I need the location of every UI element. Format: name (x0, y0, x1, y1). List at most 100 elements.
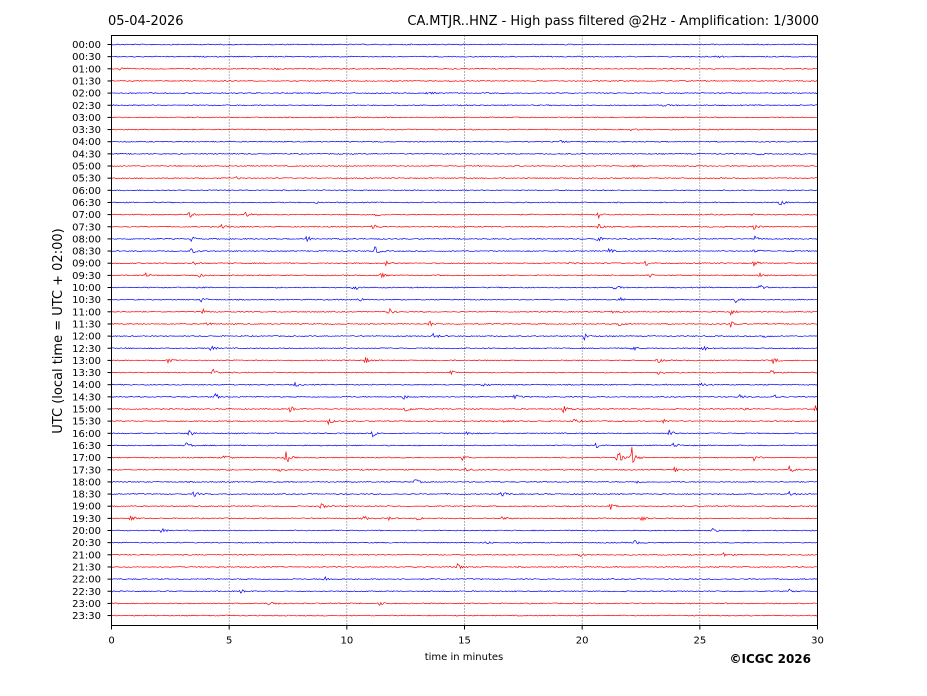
y-tick-label: 06:30 (72, 198, 101, 209)
trace-1700 (111, 447, 818, 464)
trace-0400 (111, 140, 818, 144)
trace-1930 (111, 515, 818, 522)
trace-1430 (111, 393, 818, 400)
y-tick-label: 18:30 (72, 490, 101, 501)
y-tick-label: 19:00 (72, 502, 101, 513)
x-axis-label: time in minutes (425, 652, 504, 663)
trace-0600 (111, 189, 818, 192)
trace-1830 (111, 490, 818, 497)
y-tick-label: 04:00 (72, 137, 101, 148)
x-tick-label: 25 (693, 636, 706, 647)
x-tick-label: 10 (340, 636, 353, 647)
y-tick-label: 13:00 (72, 356, 101, 367)
y-tick-label: 01:30 (72, 76, 101, 87)
copyright-text: ©ICGC 2026 (729, 652, 811, 666)
trace-0000 (111, 43, 818, 46)
y-tick-label: 21:30 (72, 562, 101, 573)
x-tick-label: 15 (458, 636, 471, 647)
y-tick-label: 00:00 (72, 40, 101, 51)
y-tick-label: 06:00 (72, 186, 101, 197)
x-tick-label: 0 (108, 636, 114, 647)
trace-1100 (111, 307, 818, 317)
y-tick-label: 22:30 (72, 587, 101, 598)
trace-1600 (111, 429, 818, 438)
trace-0100 (111, 67, 818, 71)
trace-0030 (111, 55, 818, 59)
y-tick-label: 08:30 (72, 247, 101, 258)
trace-1130 (111, 320, 818, 328)
trace-1000 (111, 284, 818, 290)
y-tick-label: 20:30 (72, 538, 101, 549)
trace-0230 (111, 104, 818, 107)
y-tick-label: 13:30 (72, 368, 101, 379)
plot-frame (111, 35, 818, 626)
y-tick-label: 16:00 (72, 429, 101, 440)
trace-1630 (111, 442, 818, 449)
y-tick-label: 07:00 (72, 210, 101, 221)
y-tick-label: 20:00 (72, 526, 101, 537)
trace-0900 (111, 260, 818, 267)
vertical-gridlines (228, 35, 701, 626)
trace-1230 (111, 345, 818, 352)
trace-0130 (111, 79, 818, 82)
trace-0830 (111, 246, 818, 254)
x-tick-label: 5 (226, 636, 232, 647)
trace-0930 (111, 271, 818, 279)
y-tick-label: 05:30 (72, 174, 101, 185)
y-tick-label: 04:30 (72, 149, 101, 160)
y-tick-label: 14:30 (72, 392, 101, 403)
y-tick-label: 08:00 (72, 234, 101, 245)
y-tick-label: 09:00 (72, 259, 101, 270)
x-axis: 0 5 10 15 20 25 30 (108, 625, 824, 647)
chart-title: CA.MTJR..HNZ - High pass filtered @2Hz -… (407, 14, 819, 29)
y-tick-label: 21:00 (72, 550, 101, 561)
x-tick-label: 20 (576, 636, 589, 647)
y-tick-label: 03:00 (72, 113, 101, 124)
y-tick-label: 15:30 (72, 417, 101, 428)
trace-2030 (111, 540, 818, 545)
y-tick-label: 23:30 (72, 611, 101, 622)
trace-1400 (111, 381, 818, 387)
y-tick-label: 12:30 (72, 344, 101, 355)
trace-0500 (111, 164, 818, 168)
y-tick-label: 11:00 (72, 307, 101, 318)
trace-0700 (111, 211, 818, 220)
y-tick-label: 10:30 (72, 295, 101, 306)
chart-date: 05-04-2026 (108, 14, 184, 29)
trace-2200 (111, 576, 818, 581)
trace-0530 (111, 176, 818, 180)
trace-2230 (111, 588, 818, 594)
trace-0200 (111, 91, 818, 95)
y-tick-label: 23:00 (72, 599, 101, 610)
y-tick-label: 10:00 (72, 283, 101, 294)
trace-0430 (111, 152, 818, 156)
trace-0330 (111, 128, 818, 132)
y-tick-label: 12:00 (72, 332, 101, 343)
trace-1730 (111, 464, 818, 473)
trace-1900 (111, 503, 818, 510)
y-tick-label: 22:00 (72, 575, 101, 586)
y-tick-label: 05:00 (72, 162, 101, 173)
y-tick-label: 14:00 (72, 380, 101, 391)
trace-0800 (111, 235, 818, 243)
y-tick-label: 07:30 (72, 222, 101, 233)
y-axis-label: UTC (local time = UTC + 02:00) (51, 228, 66, 433)
y-tick-label: 15:00 (72, 405, 101, 416)
y-tick-label: 09:30 (72, 271, 101, 282)
y-tick-label: 17:30 (72, 465, 101, 476)
trace-0630 (111, 200, 818, 206)
trace-0730 (111, 223, 818, 231)
y-tick-label: 11:30 (72, 319, 101, 330)
trace-2000 (111, 527, 818, 534)
trace-2100 (111, 552, 818, 557)
trace-1800 (111, 479, 818, 484)
trace-2330 (111, 614, 818, 617)
y-tick-label: 03:30 (72, 125, 101, 136)
trace-1530 (111, 418, 818, 426)
trace-1300 (111, 357, 818, 365)
x-tick-label: 30 (811, 636, 824, 647)
y-tick-label: 19:30 (72, 514, 101, 525)
y-tick-label: 18:00 (72, 477, 101, 488)
trace-0300 (111, 116, 818, 119)
